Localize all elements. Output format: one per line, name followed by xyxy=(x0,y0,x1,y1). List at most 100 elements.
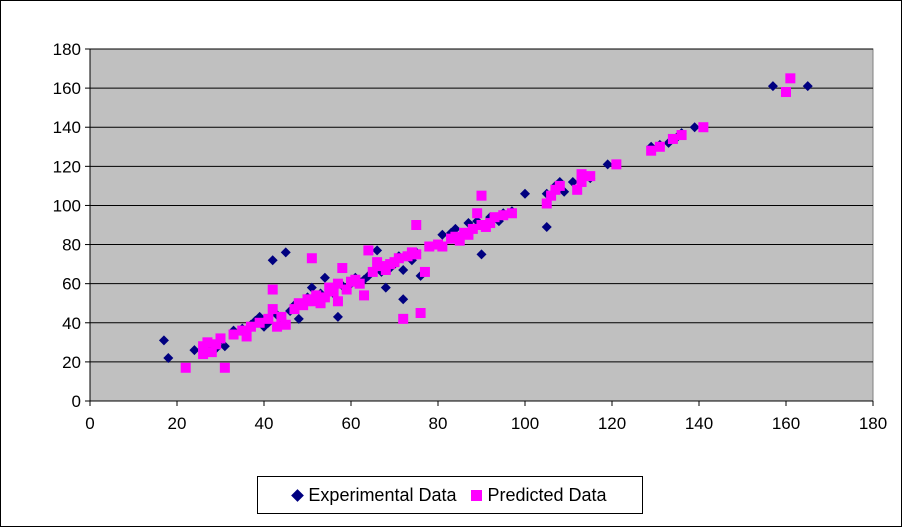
predicted-point xyxy=(263,313,274,324)
y-tick-label: 180 xyxy=(53,40,81,59)
predicted-point xyxy=(541,198,552,209)
predicted-point xyxy=(585,171,596,182)
legend-item-experimental: Experimental Data xyxy=(291,485,457,506)
predicted-point xyxy=(332,278,343,289)
predicted-point xyxy=(485,218,496,229)
predicted-point xyxy=(393,253,404,264)
experimental-point xyxy=(689,122,700,133)
predicted-point xyxy=(337,263,348,274)
predicted-point xyxy=(215,333,226,344)
x-tick-label: 140 xyxy=(685,414,713,433)
experimental-point xyxy=(398,264,409,275)
predicted-point xyxy=(306,253,317,264)
predicted-point xyxy=(646,145,657,156)
predicted-point xyxy=(489,212,500,223)
predicted-point xyxy=(202,337,213,348)
predicted-point xyxy=(315,298,326,309)
predicted-point xyxy=(211,339,222,350)
predicted-point xyxy=(237,325,248,336)
experimental-point xyxy=(372,245,383,256)
predicted-point xyxy=(654,141,665,152)
x-tick-label: 0 xyxy=(85,414,94,433)
y-tick-label: 120 xyxy=(53,157,81,176)
predicted-point xyxy=(319,292,330,303)
predicted-point xyxy=(359,290,370,301)
y-tick-label: 100 xyxy=(53,196,81,215)
predicted-point xyxy=(781,87,791,98)
predicted-point xyxy=(424,241,435,252)
predicted-point xyxy=(785,73,796,84)
predicted-point xyxy=(411,249,422,260)
experimental-point xyxy=(189,345,200,356)
experimental-point xyxy=(293,313,304,324)
experimental-point xyxy=(567,176,578,187)
predicted-point xyxy=(254,317,265,328)
legend-item-predicted: Predicted Data xyxy=(470,485,607,506)
experimental-point xyxy=(219,341,230,352)
predicted-point xyxy=(206,347,217,358)
x-tick-label: 20 xyxy=(168,414,187,433)
square-marker-icon xyxy=(470,489,482,501)
predicted-point xyxy=(576,169,587,180)
predicted-point xyxy=(576,176,587,187)
predicted-point xyxy=(272,321,283,332)
experimental-point xyxy=(306,282,317,293)
predicted-point xyxy=(676,130,687,141)
predicted-point xyxy=(363,245,374,256)
y-tick-label: 0 xyxy=(72,392,81,411)
predicted-point xyxy=(311,290,322,301)
y-tick-label: 20 xyxy=(62,353,81,372)
x-tick-label: 120 xyxy=(598,414,626,433)
x-tick-label: 100 xyxy=(511,414,539,433)
predicted-point xyxy=(667,133,678,144)
experimental-point xyxy=(163,352,174,363)
predicted-point xyxy=(467,223,478,234)
experimental-point xyxy=(280,247,291,258)
diamond-marker-icon xyxy=(291,488,305,502)
experimental-point xyxy=(476,249,487,260)
predicted-point xyxy=(276,311,287,322)
predicted-point xyxy=(267,304,278,315)
x-tick-label: 40 xyxy=(255,414,274,433)
experimental-point xyxy=(802,81,813,92)
y-tick-label: 60 xyxy=(62,275,81,294)
predicted-point xyxy=(354,278,365,289)
predicted-point xyxy=(280,319,291,330)
predicted-point xyxy=(328,286,339,297)
predicted-point xyxy=(472,208,483,219)
predicted-point xyxy=(219,362,230,373)
predicted-point xyxy=(341,284,352,295)
predicted-point xyxy=(198,349,209,360)
predicted-point xyxy=(180,362,191,373)
predicted-point xyxy=(546,190,557,201)
predicted-point xyxy=(476,190,487,201)
predicted-point xyxy=(367,266,378,277)
experimental-point xyxy=(319,272,330,283)
predicted-point xyxy=(380,264,391,275)
predicted-point xyxy=(463,229,474,240)
predicted-point xyxy=(398,313,409,324)
predicted-point xyxy=(241,331,252,342)
chart-legend: Experimental Data Predicted Data xyxy=(257,476,643,514)
experimental-point xyxy=(541,221,552,232)
predicted-point xyxy=(332,296,343,307)
experimental-point xyxy=(767,81,778,92)
experimental-point xyxy=(332,311,343,322)
predicted-point xyxy=(611,159,622,170)
experimental-point xyxy=(380,282,391,293)
experimental-point xyxy=(267,255,278,266)
predicted-point xyxy=(454,235,465,246)
experimental-point xyxy=(520,188,530,199)
predicted-point xyxy=(411,220,422,230)
predicted-point xyxy=(289,304,300,315)
x-tick-label: 180 xyxy=(859,414,887,433)
predicted-point xyxy=(572,184,583,195)
predicted-point xyxy=(267,284,278,295)
predicted-point xyxy=(698,122,709,133)
y-tick-label: 80 xyxy=(62,236,81,255)
experimental-point xyxy=(158,335,169,346)
y-tick-label: 40 xyxy=(62,314,81,333)
predicted-point xyxy=(228,329,239,340)
experimental-point xyxy=(398,294,409,305)
